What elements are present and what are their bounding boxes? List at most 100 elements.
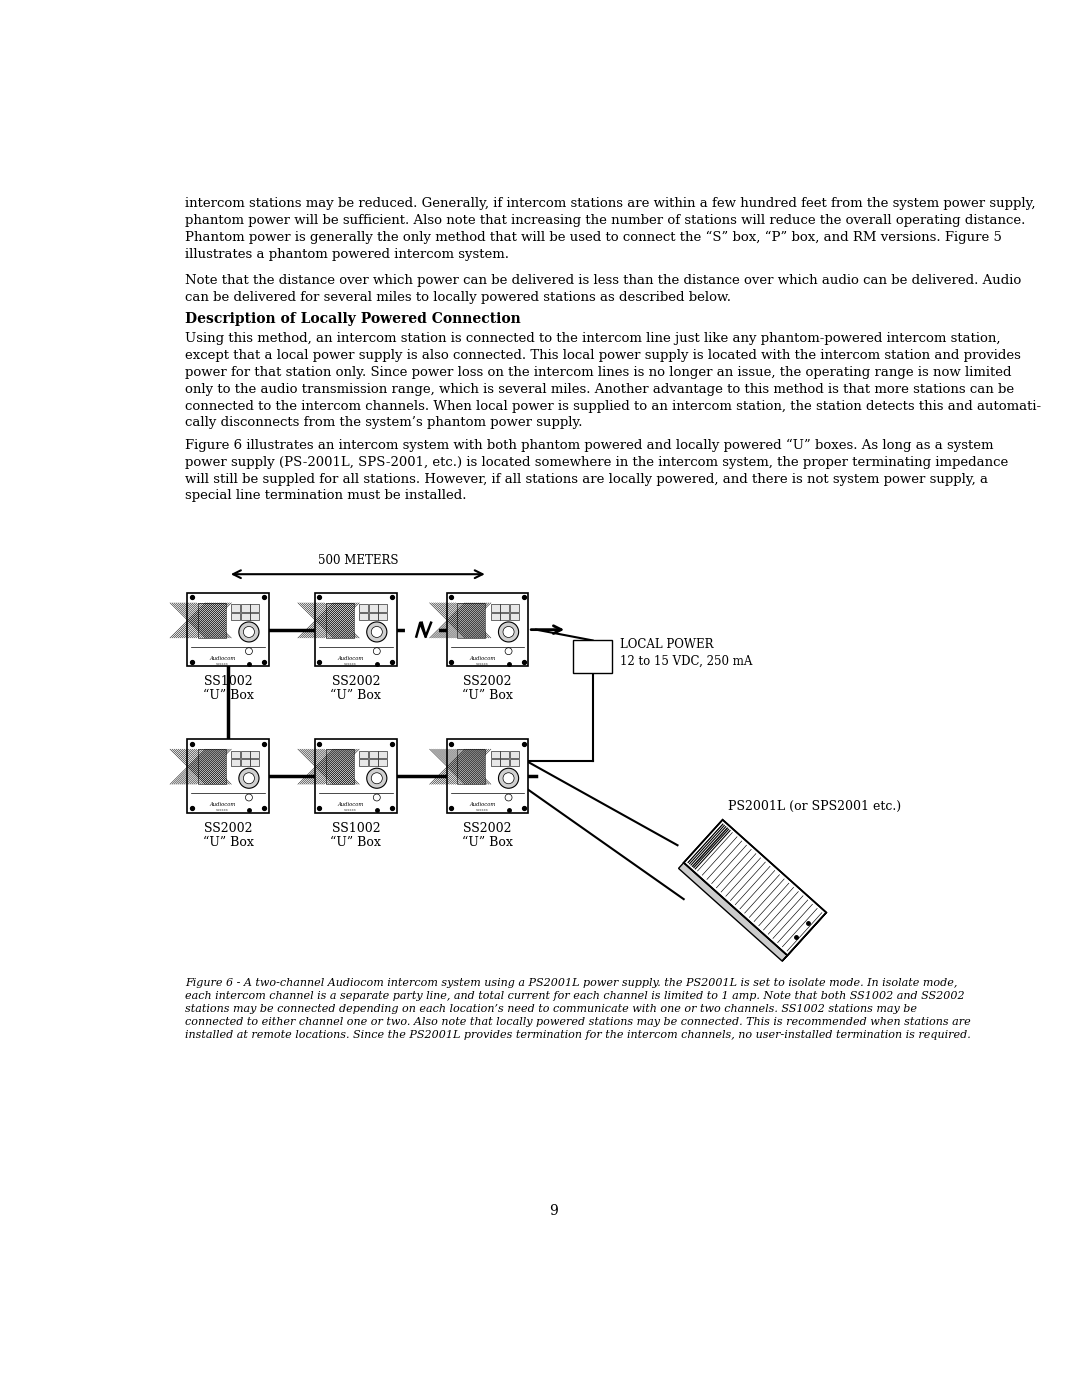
Circle shape [374,793,380,800]
Bar [368,759,378,766]
Bar [241,612,249,620]
Bar [510,605,519,612]
Text: SS2002: SS2002 [463,676,512,689]
Bar [378,750,388,759]
Text: Audiocom: Audiocom [469,655,496,661]
Bar [458,749,485,784]
Bar [241,750,249,759]
Bar [458,602,485,638]
Bar [378,605,388,612]
Bar [510,759,519,766]
Circle shape [243,626,255,637]
Text: Figure 6 illustrates an intercom system with both phantom powered and locally po: Figure 6 illustrates an intercom system … [186,439,1009,503]
Bar [315,739,396,813]
Circle shape [243,773,255,784]
Bar [368,750,378,759]
Circle shape [505,793,512,800]
Bar [231,612,240,620]
Text: “U” Box: “U” Box [330,689,381,703]
Text: SS2002: SS2002 [463,821,512,835]
Text: xxxxxx: xxxxxx [216,662,229,665]
Text: Audiocom: Audiocom [337,802,364,807]
Bar [378,612,388,620]
Text: Description of Locally Powered Connection: Description of Locally Powered Connectio… [186,313,522,327]
Circle shape [239,768,259,788]
Bar [198,749,226,784]
Circle shape [499,768,518,788]
Text: Audiocom: Audiocom [210,802,235,807]
Circle shape [245,648,253,655]
Bar [241,759,249,766]
Circle shape [372,626,382,637]
Bar [490,750,500,759]
Text: Using this method, an intercom station is connected to the intercom line just li: Using this method, an intercom station i… [186,332,1041,429]
Polygon shape [678,863,787,961]
Bar [447,739,528,813]
Text: LOCAL POWER
12 to 15 VDC, 250 mA: LOCAL POWER 12 to 15 VDC, 250 mA [620,638,752,668]
Bar [241,605,249,612]
Circle shape [499,622,518,643]
Text: xxxxxx: xxxxxx [216,807,229,812]
Circle shape [503,626,514,637]
Bar [326,602,353,638]
Bar [368,612,378,620]
Text: “U” Box: “U” Box [203,835,254,848]
Bar [490,605,500,612]
Bar [315,594,396,666]
Text: intercom stations may be reduced. Generally, if intercom stations are within a f: intercom stations may be reduced. Genera… [186,197,1036,261]
Text: “U” Box: “U” Box [462,689,513,703]
Bar [359,612,368,620]
Bar [187,594,269,666]
Circle shape [374,648,380,655]
Bar [359,605,368,612]
Bar [447,594,528,666]
Text: “U” Box: “U” Box [330,835,381,848]
Bar [231,605,240,612]
Circle shape [503,773,514,784]
Text: SS2002: SS2002 [332,676,380,689]
Bar [378,759,388,766]
Text: 500 METERS: 500 METERS [318,555,399,567]
Bar [500,750,510,759]
Bar [187,739,269,813]
Bar [251,750,259,759]
Bar [251,759,259,766]
Text: Audiocom: Audiocom [337,655,364,661]
Text: SS1002: SS1002 [332,821,380,835]
Bar [359,759,368,766]
Text: 9: 9 [549,1204,558,1218]
Bar [510,750,519,759]
Bar [500,605,510,612]
Bar [510,612,519,620]
Text: xxxxxx: xxxxxx [476,662,488,665]
Bar [231,759,240,766]
Bar [251,605,259,612]
Text: Figure 6 - A two-channel Audiocom intercom system using a PS2001L power supply. : Figure 6 - A two-channel Audiocom interc… [186,978,971,1039]
Bar [251,612,259,620]
Polygon shape [684,820,826,956]
Bar [500,612,510,620]
Text: Note that the distance over which power can be delivered is less than the distan: Note that the distance over which power … [186,274,1022,303]
Text: xxxxxx: xxxxxx [345,807,356,812]
Polygon shape [782,912,826,961]
Circle shape [239,622,259,643]
Text: xxxxxx: xxxxxx [345,662,356,665]
Text: SS1002: SS1002 [204,676,253,689]
Bar [326,749,353,784]
Text: Audiocom: Audiocom [210,655,235,661]
Bar [573,640,612,673]
Bar [368,605,378,612]
Text: Audiocom: Audiocom [469,802,496,807]
Bar [359,750,368,759]
Text: SS2002: SS2002 [204,821,253,835]
Circle shape [367,622,387,643]
Bar [198,602,226,638]
Text: “U” Box: “U” Box [462,835,513,848]
Text: PS2001L (or SPS2001 etc.): PS2001L (or SPS2001 etc.) [728,800,901,813]
Circle shape [372,773,382,784]
Bar [490,612,500,620]
Bar [490,759,500,766]
Circle shape [245,793,253,800]
Text: “U” Box: “U” Box [203,689,254,703]
Bar [500,759,510,766]
